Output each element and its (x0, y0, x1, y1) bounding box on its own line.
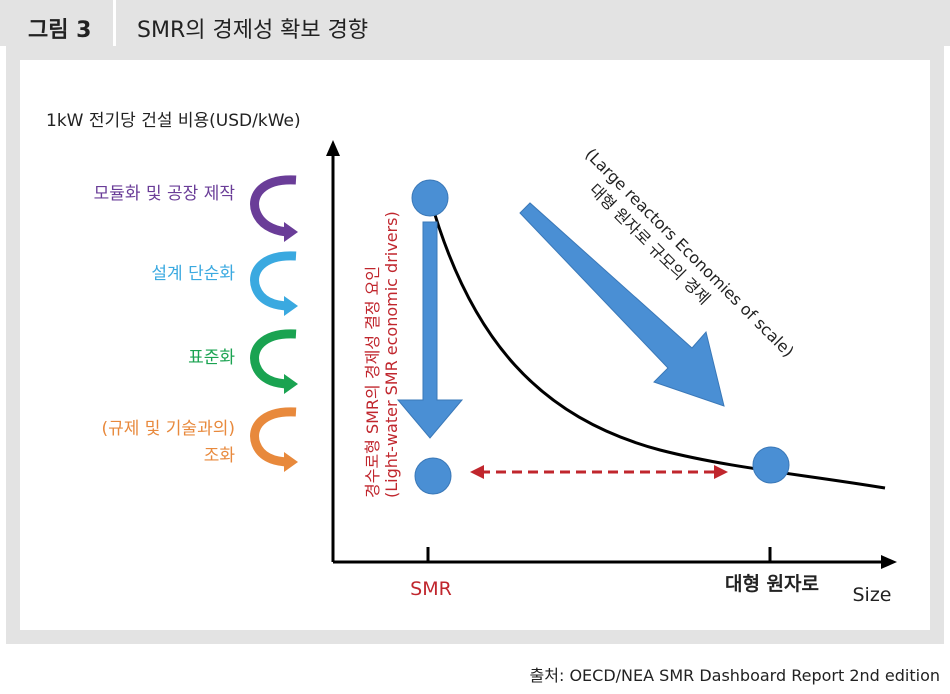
driver-label-simplification: 설계 단순화 (151, 264, 235, 284)
smr-point-initial (411, 179, 449, 217)
driver-label-harmonization-2: 조화 (204, 446, 236, 466)
smr-annotation: 경수로형 SMR의 경제성 결정 요인 (Light-water SMR eco… (363, 211, 401, 498)
x-axis-label: Size (852, 584, 891, 606)
smr-annotation-line1: 경수로형 SMR의 경제성 결정 요인 (363, 266, 382, 498)
x-tick-label-smr: SMR (410, 578, 452, 600)
driver-label-modular: 모듈화 및 공장 제작 (94, 184, 236, 204)
figure-number: 그림 3 (28, 18, 92, 43)
header-separator (113, 0, 116, 46)
y-axis-label: 1kW 전기당 건설 비용(USD/kWe) (46, 111, 301, 131)
large-reactor-point (752, 446, 790, 484)
large-reactor-arrow (519, 202, 725, 407)
curved-arrow-icon (250, 251, 298, 316)
y-axis-arrowhead (326, 140, 340, 156)
diagram-panel (20, 60, 930, 630)
figure-title: SMR의 경제성 확보 경향 (137, 18, 369, 43)
curved-arrow-icon (250, 175, 298, 242)
curved-arrow-icon (250, 329, 298, 394)
dashed-arrowhead-left (470, 465, 484, 479)
x-axis-arrowhead (881, 555, 897, 569)
source-citation: 출처: OECD/NEA SMR Dashboard Report 2nd ed… (529, 666, 940, 685)
cost-curve (428, 197, 886, 490)
x-tick-label-large: 대형 원자로 (725, 573, 819, 595)
large-annotation-line2: (Large reactors Economies of scale) (581, 145, 797, 361)
smr-annotation-line2: (Light-water SMR economic drivers) (382, 211, 401, 498)
figure-header: 그림 3 SMR의 경제성 확보 경향 (0, 0, 950, 46)
driver-label-standardization: 표준화 (188, 348, 235, 368)
smr-driver-arrow (396, 221, 464, 439)
smr-point-reduced (414, 457, 452, 495)
driver-label-harmonization: (규제 및 기술과의) (101, 419, 235, 439)
curved-arrow-icon (250, 407, 298, 472)
dashed-arrowhead-right (714, 465, 728, 479)
